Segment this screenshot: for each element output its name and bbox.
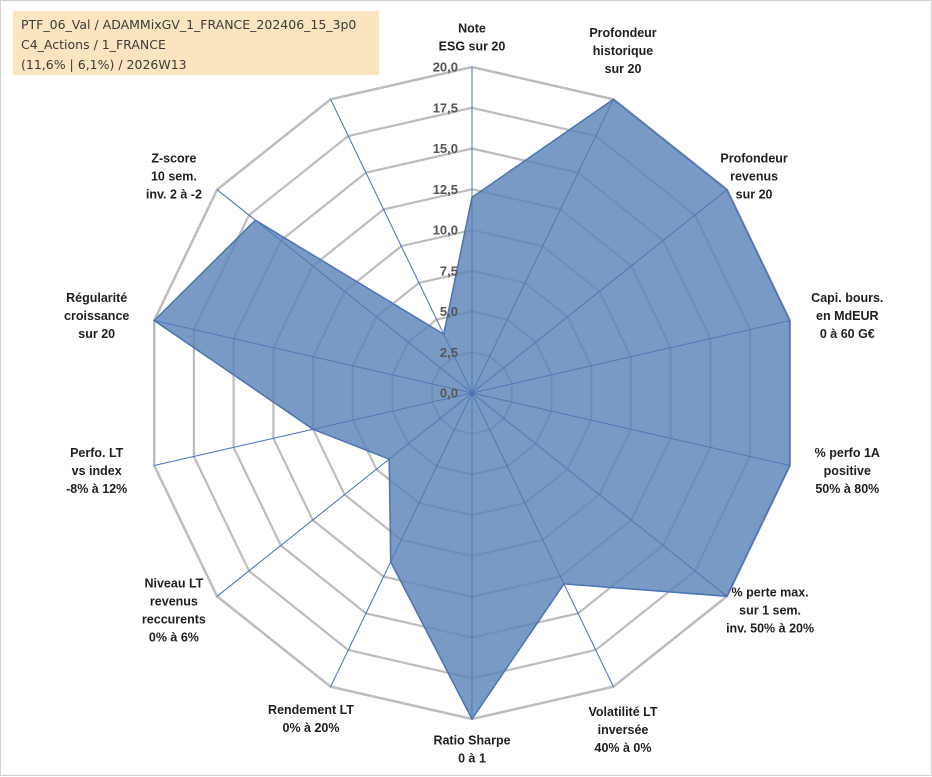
axis-label-line: 10 sem. <box>151 170 197 184</box>
tick-label: 2,5 <box>440 345 458 360</box>
axis-spoke-overlay <box>154 320 473 394</box>
axis-label: Volatilité LT inversée 40% à 0% <box>589 705 658 755</box>
axis-label: Note ESG sur 20 <box>439 22 506 54</box>
tick-label: 0,0 <box>440 386 458 401</box>
axis-label-line: 0 à 1 <box>458 752 486 766</box>
axis-label: Niveau LT revenus reccurents 0% à 6% <box>142 577 206 645</box>
axis-label-line: 40% à 0% <box>595 741 652 755</box>
tick-label: 7,5 <box>440 263 458 278</box>
axis-label: Ratio Sharpe 0 à 1 <box>433 734 510 766</box>
axis-label-line: Profondeur <box>589 26 656 40</box>
axis-label: Rendement LT 0% à 20% <box>268 703 354 735</box>
axis-label-line: sur 1 sem. <box>739 604 801 618</box>
info-line-portfolio: PTF_06_Val / ADAMMixGV_1_FRANCE_202406_1… <box>21 17 357 32</box>
axis-label-line: Régularité <box>66 291 127 305</box>
axis-label-line: sur 20 <box>736 188 773 202</box>
axis-label: Profondeur revenus sur 20 <box>720 152 787 202</box>
axis-label-line: 0% à 20% <box>283 721 340 735</box>
axis-label-line: % perfo 1A <box>815 446 880 460</box>
axis-label-line: 0 à 60 G€ <box>820 327 875 341</box>
axis-label-line: revenus <box>150 595 198 609</box>
tick-label: 15,0 <box>433 141 458 156</box>
axis-spoke-overlay <box>471 392 614 687</box>
tick-label: 17,5 <box>433 100 458 115</box>
info-line-period: (11,6% | 6,1%) / 2026W13 <box>21 57 187 72</box>
axis-spoke-overlay <box>471 320 790 394</box>
axis-label-line: Perfo. LT <box>70 446 124 460</box>
axis-label-line: -8% à 12% <box>66 482 127 496</box>
axis-label-line: sur 20 <box>78 327 115 341</box>
axis-spoke-overlay <box>471 392 728 597</box>
axis-label-line: Niveau LT <box>144 577 203 591</box>
axis-label-line: Note <box>458 22 486 36</box>
axis-label-line: inversée <box>598 723 649 737</box>
axis-spoke-overlay <box>216 189 473 394</box>
axis-label-line: % perte max. <box>732 586 809 600</box>
tick-label: 20,0 <box>433 60 458 75</box>
axis-label-line: Volatilité LT <box>589 705 658 719</box>
axis-label-line: 0% à 6% <box>149 631 199 645</box>
axis-label-line: reccurents <box>142 613 206 627</box>
axis-label: Perfo. LT vs index -8% à 12% <box>66 446 127 496</box>
tick-label: 5,0 <box>440 304 458 319</box>
axis-label-line: sur 20 <box>605 62 642 76</box>
axis-label-line: historique <box>593 44 653 58</box>
axis-spoke-overlay <box>330 99 473 394</box>
axis-label-line: inv. 50% à 20% <box>726 622 814 636</box>
axis-label-line: positive <box>824 464 871 478</box>
axis-label-line: 50% à 80% <box>815 482 879 496</box>
spoke-overlay-layer <box>154 67 790 719</box>
axis-label-line: inv. 2 à -2 <box>146 188 202 202</box>
axis-spoke-overlay <box>471 392 790 466</box>
axis-spoke-overlay <box>471 99 614 394</box>
axis-label-line: Profondeur <box>720 152 787 166</box>
tick-label-layer: 0,0 2,5 5,0 7,5 10,0 12,5 15,0 17,5 20,0 <box>433 60 458 401</box>
axis-label: Capi. bours. en MdEUR 0 à 60 G€ <box>811 291 883 341</box>
axis-label-line: Rendement LT <box>268 703 354 717</box>
axis-spoke-overlay <box>154 392 473 466</box>
axis-label-line: revenus <box>730 170 778 184</box>
axis-label-line: ESG sur 20 <box>439 40 506 54</box>
axis-label-line: Capi. bours. <box>811 291 883 305</box>
info-line-category: C4_Actions / 1_FRANCE <box>21 37 166 52</box>
axis-label-line: Z-score <box>151 152 196 166</box>
axis-label: % perte max. sur 1 sem. inv. 50% à 20% <box>726 586 814 636</box>
axis-label: Z-score 10 sem. inv. 2 à -2 <box>146 152 202 202</box>
axis-label: Régularité croissance sur 20 <box>64 291 129 341</box>
axis-label: % perfo 1A positive 50% à 80% <box>815 446 880 496</box>
tick-label: 12,5 <box>433 182 458 197</box>
axis-label-line: en MdEUR <box>816 309 879 323</box>
axis-label-line: vs index <box>72 464 122 478</box>
axis-spoke-overlay <box>471 189 728 394</box>
portfolio-info-box: PTF_06_Val / ADAMMixGV_1_FRANCE_202406_1… <box>13 11 379 75</box>
tick-label: 10,0 <box>433 223 458 238</box>
axis-label-line: Ratio Sharpe <box>433 734 510 748</box>
axis-label: Profondeur historique sur 20 <box>589 26 656 76</box>
axis-spoke-overlay <box>216 392 473 597</box>
axis-spoke-overlay <box>330 392 473 687</box>
axis-label-line: croissance <box>64 309 129 323</box>
